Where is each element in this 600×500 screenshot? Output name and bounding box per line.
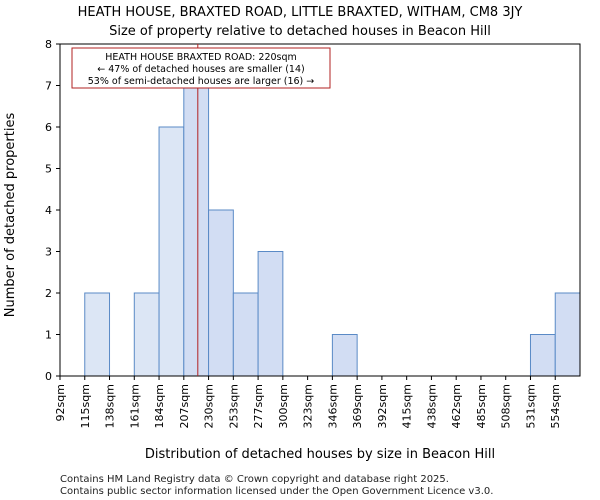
annotation-box: HEATH HOUSE BRAXTED ROAD: 220sqm ← 47% o… bbox=[71, 47, 331, 89]
x-tick-label-253sqm: 253sqm bbox=[227, 384, 240, 428]
x-tick-label-323sqm: 323sqm bbox=[302, 384, 315, 428]
x-tick-label-138sqm: 138sqm bbox=[104, 384, 117, 428]
y-tick-label-8: 8 bbox=[45, 38, 52, 51]
annotation-line-1: HEATH HOUSE BRAXTED ROAD: 220sqm bbox=[105, 52, 297, 63]
x-tick-label-300sqm: 300sqm bbox=[277, 384, 290, 428]
footer-line-1: Contains HM Land Registry data © Crown c… bbox=[60, 474, 449, 485]
bar-161sqm bbox=[133, 292, 160, 377]
x-axis-ticks: 92sqm 115sqm 138sqm 161sqm 184sqm 207sqm 230sq… bbox=[54, 376, 562, 428]
plot-frame bbox=[59, 43, 581, 377]
chart-subtitle: Size of property relative to detached ho… bbox=[109, 24, 491, 39]
y-tick-label-1: 1 bbox=[45, 329, 52, 342]
x-axis-label: Distribution of detached houses by size … bbox=[145, 447, 495, 462]
y-tick-label-3: 3 bbox=[45, 246, 52, 259]
x-tick-label-92sqm: 92sqm bbox=[54, 384, 67, 421]
x-tick-label-531sqm: 531sqm bbox=[524, 384, 537, 428]
chart-title: HEATH HOUSE, BRAXTED ROAD, LITTLE BRAXTE… bbox=[78, 5, 523, 20]
bar-554sqm bbox=[554, 292, 581, 377]
y-tick-label-7: 7 bbox=[45, 80, 52, 93]
x-tick-label-184sqm: 184sqm bbox=[153, 384, 166, 428]
x-tick-label-485sqm: 485sqm bbox=[475, 384, 488, 428]
x-tick-label-230sqm: 230sqm bbox=[203, 384, 216, 428]
x-tick-label-554sqm: 554sqm bbox=[549, 384, 562, 428]
x-tick-label-346sqm: 346sqm bbox=[326, 384, 339, 428]
x-tick-label-392sqm: 392sqm bbox=[376, 384, 389, 428]
footer-line-2: Contains public sector information licen… bbox=[60, 486, 493, 497]
bars-group bbox=[84, 85, 581, 377]
x-tick-label-207sqm: 207sqm bbox=[178, 384, 191, 428]
bar-253sqm bbox=[232, 292, 259, 377]
bar-207sqm bbox=[183, 85, 210, 377]
y-tick-label-2: 2 bbox=[45, 287, 52, 300]
y-tick-label-5: 5 bbox=[45, 163, 52, 176]
x-tick-label-438sqm: 438sqm bbox=[425, 384, 438, 428]
x-tick-label-508sqm: 508sqm bbox=[500, 384, 513, 428]
bar-531sqm bbox=[529, 334, 556, 377]
y-tick-label-0: 0 bbox=[45, 370, 52, 383]
bar-230sqm bbox=[208, 209, 234, 377]
y-tick-label-6: 6 bbox=[45, 121, 52, 134]
x-tick-label-115sqm: 115sqm bbox=[79, 384, 92, 428]
annotation-border bbox=[71, 47, 331, 89]
bar-115sqm bbox=[84, 292, 111, 377]
x-tick-label-462sqm: 462sqm bbox=[450, 384, 463, 428]
x-tick-label-415sqm: 415sqm bbox=[401, 384, 414, 428]
y-tick-label-4: 4 bbox=[45, 204, 52, 217]
annotation-line-3: 53% of semi-detached houses are larger (… bbox=[88, 76, 315, 87]
x-tick-label-277sqm: 277sqm bbox=[252, 384, 265, 428]
bar-184sqm bbox=[158, 126, 185, 377]
annotation-line-2: ← 47% of detached houses are smaller (14… bbox=[97, 64, 304, 75]
y-axis-ticks: 0 1 2 3 4 5 6 7 8 bbox=[45, 38, 60, 383]
x-tick-label-161sqm: 161sqm bbox=[128, 384, 141, 428]
bar-346sqm bbox=[331, 334, 358, 377]
y-axis-label: Number of detached properties bbox=[3, 113, 18, 318]
x-tick-label-369sqm: 369sqm bbox=[351, 384, 364, 428]
bar-277sqm bbox=[257, 251, 284, 377]
